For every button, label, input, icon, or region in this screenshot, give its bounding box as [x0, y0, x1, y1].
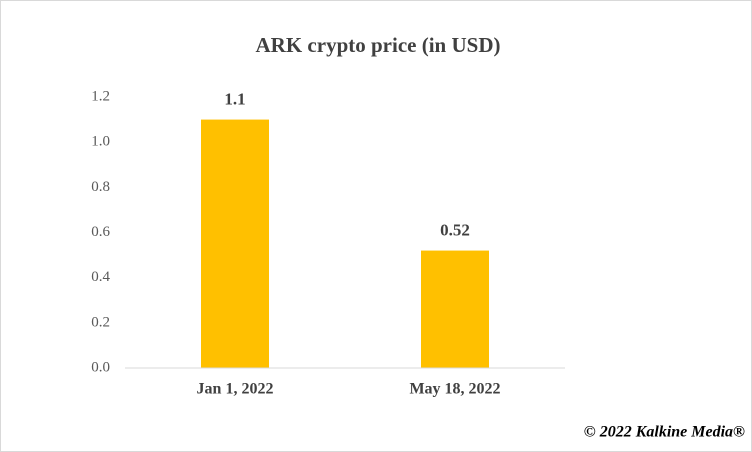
bar: [421, 250, 489, 368]
y-tick-label: 0.8: [91, 179, 110, 195]
y-tick-label: 0.4: [91, 269, 110, 285]
data-label: 0.52: [440, 220, 470, 239]
y-tick-label: 0.2: [91, 314, 110, 330]
credit: © 2022 Kalkine Media®: [584, 424, 745, 441]
data-label: 1.1: [224, 89, 245, 108]
y-tick-label: 1.0: [91, 134, 110, 150]
y-tick-label: 0.0: [91, 359, 110, 375]
bar: [201, 119, 269, 368]
chart-title: ARK crypto price (in USD): [256, 33, 501, 57]
y-tick-label: 1.2: [91, 88, 110, 104]
y-tick-label: 0.6: [91, 224, 110, 240]
x-tick-label: May 18, 2022: [409, 381, 500, 398]
x-tick-label: Jan 1, 2022: [197, 381, 274, 398]
